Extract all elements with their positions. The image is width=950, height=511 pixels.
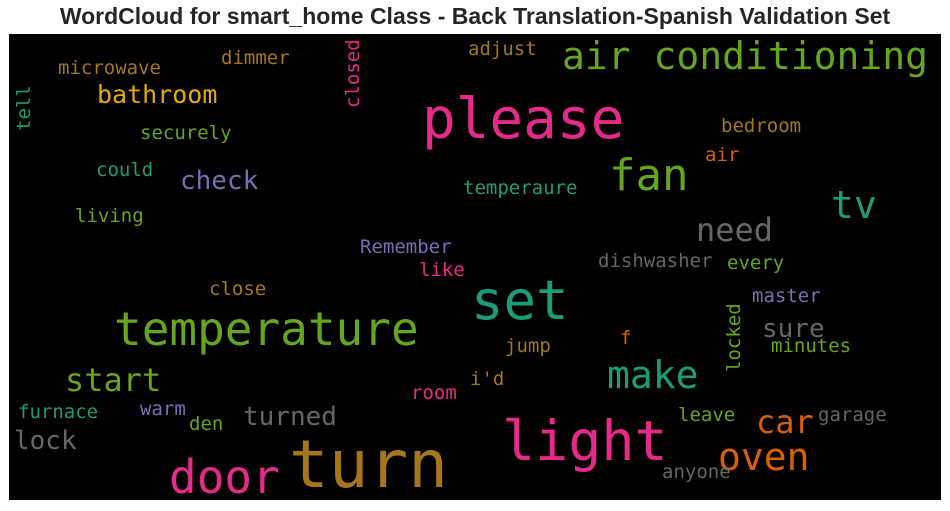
word-start: start [65, 361, 162, 399]
chart-title: WordCloud for smart_home Class - Back Tr… [59, 3, 891, 29]
word-locked: locked [723, 303, 745, 372]
word-furnace: furnace [18, 401, 99, 423]
word-please: please [422, 87, 625, 152]
word-fan: fan [609, 150, 689, 201]
word-make: make [607, 353, 699, 397]
word-adjust: adjust [468, 38, 537, 60]
word-oven: oven [718, 435, 810, 479]
word-warm: warm [140, 398, 186, 420]
word-minutes: minutes [771, 335, 852, 357]
word-dishwasher: dishwasher [598, 250, 713, 272]
word-set: set [471, 269, 569, 332]
word-i-d: i'd [470, 368, 505, 390]
word-turn: turn [289, 426, 448, 500]
word-temperaure: temperaure [463, 177, 578, 199]
word-leave: leave [678, 404, 736, 426]
word-dimmer: dimmer [221, 47, 290, 69]
word-remember: Remember [360, 236, 452, 258]
wordcloud-canvas: turn please light set temperature air conditi… [9, 34, 941, 500]
word-every: every [727, 252, 785, 274]
word-temperature: temperature [114, 302, 419, 356]
word-air-conditioning: air conditioning [562, 34, 929, 78]
word-close: close [209, 278, 267, 300]
word-living: living [75, 205, 144, 227]
word-jump: jump [505, 335, 551, 357]
word-need: need [696, 211, 774, 249]
word-check: check [180, 166, 259, 196]
word-tv: tv [831, 183, 877, 227]
word-closed: closed [342, 39, 364, 108]
word-car: car [756, 403, 814, 441]
word-room: room [411, 382, 457, 404]
word-air: air [705, 144, 740, 166]
word-bathroom: bathroom [97, 80, 218, 109]
word-microwave: microwave [58, 57, 161, 79]
word-like: like [419, 259, 465, 281]
word-den: den [189, 413, 224, 435]
word-master: master [752, 285, 821, 307]
word-anyone: anyone [662, 461, 731, 483]
word-turned: turned [243, 402, 337, 432]
word-sure: sure [762, 314, 825, 344]
word-securely: securely [140, 122, 232, 144]
word-garage: garage [818, 404, 887, 426]
word-light: light [502, 409, 668, 473]
word-door: door [169, 450, 280, 500]
word-bedroom: bedroom [721, 115, 802, 137]
word-lock: lock [14, 426, 77, 456]
word-f: f [620, 327, 632, 349]
word-tell: tell [13, 85, 35, 131]
word-could: could [96, 159, 154, 181]
